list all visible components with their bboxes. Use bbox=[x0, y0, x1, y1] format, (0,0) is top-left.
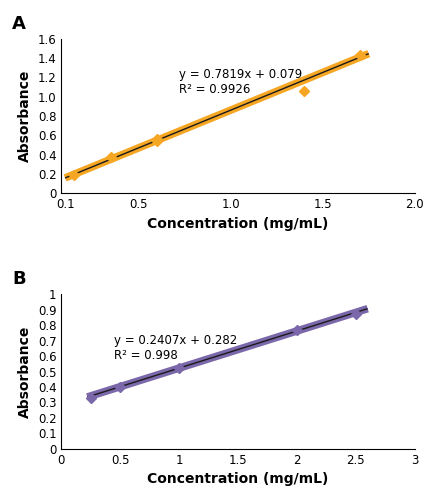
Y-axis label: Absorbance: Absorbance bbox=[18, 326, 32, 418]
Text: A: A bbox=[12, 14, 26, 32]
Text: y = 0.2407x + 0.282
R² = 0.998: y = 0.2407x + 0.282 R² = 0.998 bbox=[114, 334, 238, 362]
Text: y = 0.7819x + 0.079
R² = 0.9926: y = 0.7819x + 0.079 R² = 0.9926 bbox=[179, 68, 303, 96]
Y-axis label: Absorbance: Absorbance bbox=[18, 70, 32, 162]
Text: B: B bbox=[12, 270, 25, 288]
X-axis label: Concentration (mg/mL): Concentration (mg/mL) bbox=[148, 472, 329, 486]
X-axis label: Concentration (mg/mL): Concentration (mg/mL) bbox=[148, 216, 329, 230]
